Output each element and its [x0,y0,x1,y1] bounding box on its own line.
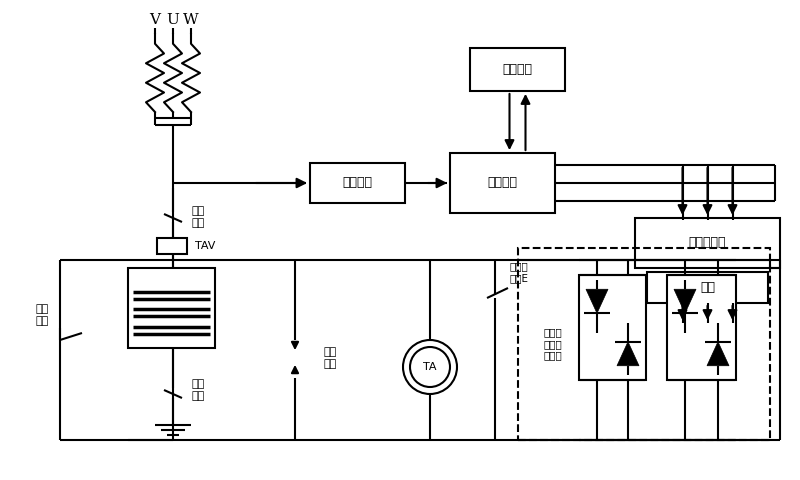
Text: 远程通信: 远程通信 [502,63,533,76]
Text: 隔离
刀闸: 隔离 刀闸 [191,206,204,228]
Text: 保护
间隙: 保护 间隙 [323,347,336,369]
Bar [647,272,768,303]
Text: TAV: TAV [195,241,215,251]
Bar [310,163,405,203]
Bar [579,275,646,380]
Text: 数据采集卡: 数据采集卡 [689,237,726,250]
Text: 信号调理: 信号调理 [487,177,518,190]
Text: W: W [183,13,199,27]
Bar [470,48,565,91]
Text: U: U [166,13,179,27]
Bar [157,238,187,254]
Polygon shape [674,289,696,313]
Text: 驱动: 驱动 [700,281,715,294]
Bar [667,275,736,380]
Polygon shape [707,342,729,366]
Text: 旁路
刀闸: 旁路 刀闸 [35,304,49,326]
Text: 隔离
刀闸: 隔离 刀闸 [191,379,204,401]
Bar [635,218,780,268]
Polygon shape [586,289,608,313]
Text: 控制断
路器E: 控制断 路器E [509,261,528,283]
Text: 晶闸管
静态交
流开关: 晶闸管 静态交 流开关 [544,327,562,360]
Polygon shape [617,342,639,366]
Bar [128,268,215,348]
Text: TA: TA [423,362,437,372]
Text: 信号检测: 信号检测 [342,177,373,190]
Bar [450,153,555,213]
Bar [518,248,770,440]
Text: V: V [150,13,161,27]
